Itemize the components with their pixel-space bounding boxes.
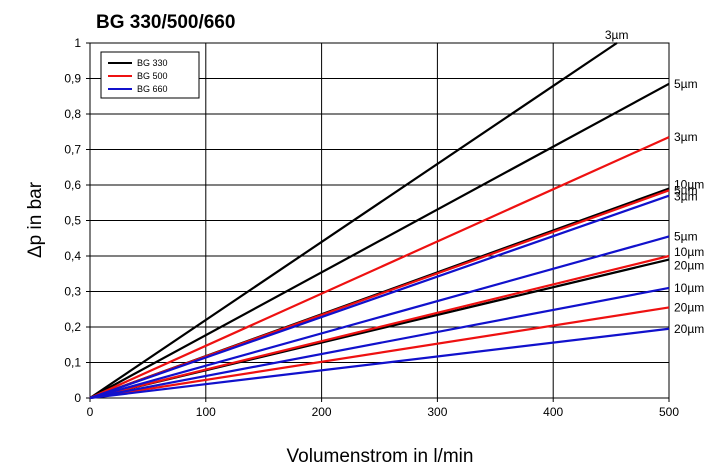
y-tick-label: 1 [74,36,81,50]
x-tick-label: 0 [87,405,94,419]
x-tick-label: 200 [312,405,332,419]
y-tick-label: 0,9 [64,72,81,86]
y-axis: 0 0,1 0,2 0,3 0,4 0,5 0,6 0,7 0,8 0,9 1 [64,36,90,405]
series-line-bg-660-5um [89,235,670,400]
series-end-label: 3µm [674,130,698,144]
y-tick-label: 0,3 [64,285,81,299]
x-tick-label: 100 [196,405,216,419]
series-lines [89,42,670,400]
x-axis: 0 100 200 300 400 500 [87,398,679,419]
x-tick-label: 400 [543,405,563,419]
x-axis-label: Volumenstrom in l/min [287,446,474,467]
series-line-bg-500-20um [89,306,670,400]
series-end-label: 3µm [605,28,629,42]
y-tick-label: 0,2 [64,320,81,334]
series-line-bg-500-3um [89,136,670,400]
series-end-label: 5µm [674,183,698,197]
y-tick-label: 0,5 [64,214,81,228]
legend-entry: BG 330 [137,58,168,68]
x-tick-label: 300 [427,405,447,419]
series-end-label: 5µm [674,229,698,243]
series-line-bg-330-5um [89,82,670,399]
y-tick-label: 0,6 [64,178,81,192]
series-end-label: 20µm [674,322,704,336]
legend-entry: BG 500 [137,71,168,81]
series-end-labels: 3µm5µm10µm20µm3µm5µm10µm20µm3µm5µm10µm20… [605,28,704,336]
series-line-bg-660-20um [89,327,670,400]
series-end-label: 20µm [674,259,704,273]
y-tick-label: 0 [74,391,81,405]
y-tick-label: 0,4 [64,249,81,263]
series-line-bg-660-3um [89,194,670,400]
y-axis-label: Δp in bar [25,181,46,258]
series-end-label: 20µm [674,300,704,314]
chart-title: BG 330/500/660 [96,12,235,33]
series-end-label: 3µm [674,190,698,204]
legend: BG 330 BG 500 BG 660 [100,51,200,99]
x-tick-label: 500 [659,405,679,419]
series-line-bg-330-3um [89,42,618,399]
series-end-label: 10µm [674,178,704,192]
series-end-label: 10µm [674,281,704,295]
series-line-bg-500-10um [89,254,670,400]
legend-entry: BG 660 [137,84,168,94]
series-end-label: 10µm [674,245,704,259]
y-tick-label: 0,1 [64,356,81,370]
y-tick-label: 0,7 [64,143,81,157]
series-line-bg-660-10um [89,286,670,400]
y-tick-label: 0,8 [64,107,81,121]
series-end-label: 5µm [674,77,698,91]
